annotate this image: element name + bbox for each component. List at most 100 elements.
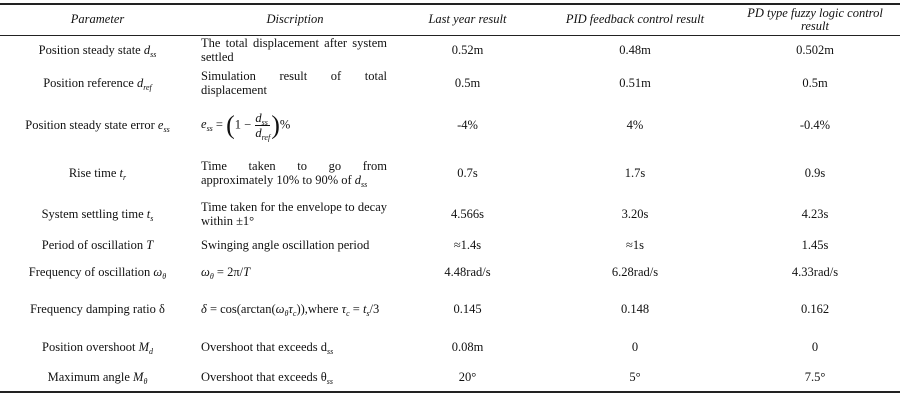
symbol: T — [243, 265, 250, 279]
text: 6.28rad/s — [611, 265, 659, 279]
symbol: ess — [158, 118, 170, 134]
subscript: ss — [261, 117, 268, 127]
value-cell: 0.5m — [395, 65, 540, 100]
value-cell: 0.5m — [730, 65, 900, 100]
text: 0.5m — [454, 75, 481, 90]
value-cell: 0.162 — [730, 286, 900, 332]
value-cell: 4.566s — [395, 195, 540, 232]
denominator: dref — [255, 125, 270, 142]
text: 0 — [631, 340, 639, 354]
symbol: ts — [146, 206, 154, 223]
value-cell: 4.23s — [730, 195, 900, 232]
text: 20° — [458, 369, 477, 384]
value-cell: 1.7s — [540, 150, 730, 195]
subscript: s — [366, 309, 370, 318]
value-cell: 0.7s — [395, 150, 540, 195]
subscript: r — [123, 172, 127, 182]
value-cell: 3.20s — [540, 195, 730, 232]
text: Simulation result of total displacement — [201, 68, 387, 97]
text: 0 — [811, 340, 819, 354]
value-cell: 20° — [395, 362, 540, 392]
table-row: System settling time ts Time taken for th… — [0, 195, 900, 232]
symbol: Md — [138, 340, 153, 356]
description-cell: Overshoot that exceeds θss — [195, 362, 395, 392]
text: System settling time — [41, 206, 147, 221]
text: 4.33rad/s — [791, 265, 839, 279]
text: Overshoot that exceeds — [201, 340, 321, 354]
symbol: τc — [342, 302, 350, 318]
text: 1 − — [234, 116, 255, 131]
text: 4.566s — [451, 206, 484, 221]
subscript: θ — [162, 272, 167, 281]
symbol: ωθ — [201, 265, 214, 281]
subscript: ss — [327, 347, 334, 356]
table-row: Rise time tr Time taken to go from approx… — [0, 150, 900, 195]
text: 0.08m — [451, 340, 484, 354]
symbol-base: d — [320, 340, 328, 354]
subscript: θ — [143, 376, 148, 386]
symbol: ts — [363, 302, 370, 318]
value-cell: 0 — [540, 332, 730, 362]
symbol-base: d — [136, 75, 144, 90]
subscript: ss — [361, 179, 368, 189]
parameter-cell: Position overshoot Md — [0, 332, 195, 362]
symbol-base: e — [201, 116, 207, 131]
text: -0.4% — [799, 118, 831, 132]
parameter-cell: Position steady state error ess — [0, 100, 195, 150]
parenthesis: ( — [226, 110, 235, 139]
text: Position steady state — [38, 43, 144, 58]
parameter-cell: System settling time ts — [0, 195, 195, 232]
value-cell: 0.148 — [540, 286, 730, 332]
description-cell: Overshoot that exceeds dss — [195, 332, 395, 362]
text: 1.7s — [624, 165, 646, 180]
table-row: Position overshoot Md Overshoot that exce… — [0, 332, 900, 362]
value-cell: 4% — [540, 100, 730, 150]
symbol-base: d — [255, 125, 262, 140]
value-cell: 0.9s — [730, 150, 900, 195]
symbol: ωθ — [153, 265, 167, 281]
table-row: Period of oscillation T Swinging angle os… — [0, 232, 900, 258]
text: = cos(arctan( — [206, 302, 276, 316]
symbol-base: t — [146, 206, 151, 221]
text: Swinging angle oscillation period — [201, 238, 370, 252]
symbol-base: d — [354, 172, 362, 187]
table-body: Position steady state dss The total displ… — [0, 35, 900, 392]
symbol: dss — [354, 172, 368, 189]
table-wrap: Parameter Discription Last year result PID … — [0, 3, 900, 393]
symbol-base: τ — [288, 302, 293, 316]
text: = — [212, 116, 227, 131]
text: % — [279, 116, 291, 131]
subscript: c — [346, 309, 350, 318]
header-cell: PD type fuzzy logic control result — [747, 5, 883, 33]
text: Position reference — [43, 75, 137, 90]
header-cell: PID feedback control result — [565, 12, 705, 27]
text: 0.5m — [802, 75, 828, 90]
symbol: dss — [320, 340, 334, 356]
description-cell: ωθ = 2π/T — [195, 258, 395, 286]
value-cell: 0.08m — [395, 332, 540, 362]
parenthesis: ) — [271, 110, 280, 139]
description-cell: Swinging angle oscillation period — [195, 232, 395, 258]
parameter-cell: Position reference dref — [0, 65, 195, 100]
text: 0.7s — [457, 165, 478, 180]
subscript: ss — [163, 125, 170, 134]
text: 0.52m — [451, 43, 484, 58]
text: Frequency of oscillation — [28, 265, 154, 279]
text: 4% — [626, 118, 644, 132]
text: 1.45s — [801, 238, 829, 252]
subscript: s — [150, 213, 154, 223]
symbol-base: M — [138, 340, 149, 354]
symbol: Mθ — [133, 370, 148, 386]
table-row: Frequency damping ratio δ δ = cos(arctan(… — [0, 286, 900, 332]
results-table: Parameter Discription Last year result PID … — [0, 3, 900, 393]
table-row: Position steady state error ess ess = (1 … — [0, 100, 900, 150]
value-cell: ≈1.4s — [395, 232, 540, 258]
subscript: ss — [150, 50, 157, 60]
table-header: Parameter Discription Last year result PID … — [0, 4, 900, 35]
text: -4% — [457, 118, 478, 132]
text: 0.145 — [453, 302, 482, 316]
text: ≈1s — [626, 238, 644, 252]
text: 0.162 — [800, 302, 830, 316]
text: Position steady state error — [25, 118, 158, 132]
